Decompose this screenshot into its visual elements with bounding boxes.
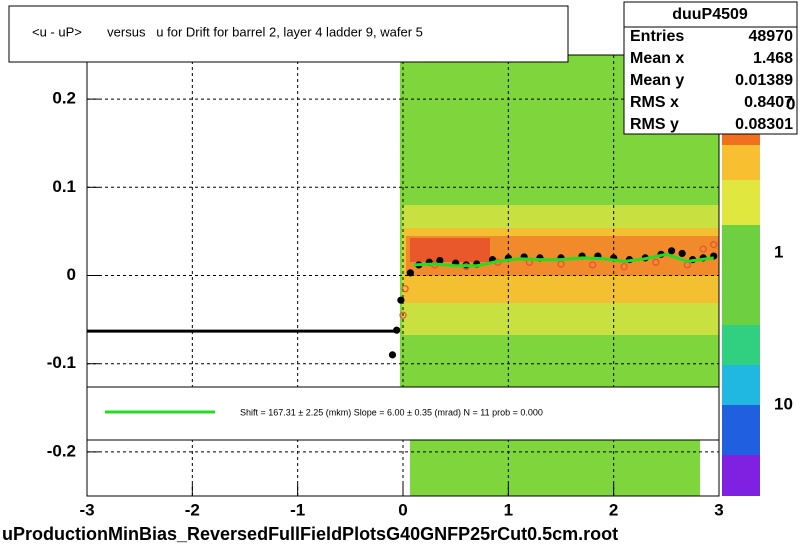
x-tick-label: 2 (609, 500, 618, 519)
stat-label: Mean x (630, 50, 684, 67)
palette-label: 10 (774, 394, 793, 413)
stat-value: 0.08301 (735, 116, 793, 133)
x-tick-label: -3 (79, 500, 94, 519)
palette-label: 0 (786, 94, 795, 113)
stats-rows: Entries 48970 Mean x 1.468 Mean y 0.01389 RMS … (630, 28, 793, 133)
stats-title: duuP4509 (672, 6, 748, 23)
legend-text: Shift = 167.31 ± 2.25 (mkm) Slope = 6.00… (240, 407, 543, 417)
stat-label: RMS x (630, 94, 679, 111)
hollow-point (652, 258, 660, 266)
x-tick-label: 0 (398, 500, 407, 519)
plot-area (86, 55, 720, 496)
stat-value: 0.8407 (744, 94, 793, 111)
point (388, 351, 397, 359)
fit-line (413, 252, 714, 268)
x-tick-label: -1 (290, 500, 305, 519)
point (406, 269, 414, 277)
y-tick-label: 0.2 (52, 89, 76, 108)
hollow-point (401, 285, 409, 293)
point (397, 296, 405, 304)
title-box (8, 5, 569, 63)
hollow-point (620, 263, 628, 271)
chart-title: <u - uP> versus u for Drift for barrel 2… (32, 24, 423, 39)
palette-label: 1 (774, 242, 783, 261)
x-tick-label: 3 (714, 500, 723, 519)
y-tick-label: -0.1 (47, 353, 76, 372)
y-tick-label: -0.2 (47, 441, 76, 460)
hollow-point (399, 311, 407, 319)
stat-value: 48970 (749, 28, 794, 45)
point (393, 326, 401, 334)
stat-value: 1.468 (753, 50, 793, 67)
stat-label: Entries (630, 28, 684, 45)
stat-label: Mean y (630, 72, 684, 89)
stat-label: RMS y (630, 116, 679, 133)
stats-box (623, 1, 798, 135)
x-tick-label: -2 (185, 500, 200, 519)
point (436, 256, 444, 265)
stat-value: 0.01389 (735, 72, 793, 89)
x-tick-label: 1 (504, 500, 513, 519)
point (667, 247, 676, 255)
hollow-point (710, 241, 718, 249)
hollow-point (588, 261, 597, 269)
palette-labels: 0 1 10 (774, 94, 795, 413)
y-tick-label: 0.1 (52, 177, 76, 196)
hollow-point (699, 245, 707, 253)
y-tick-label: 0 (67, 265, 76, 284)
footer: uProductionMinBias_ReversedFullFieldPlot… (2, 524, 618, 544)
point (678, 249, 686, 258)
